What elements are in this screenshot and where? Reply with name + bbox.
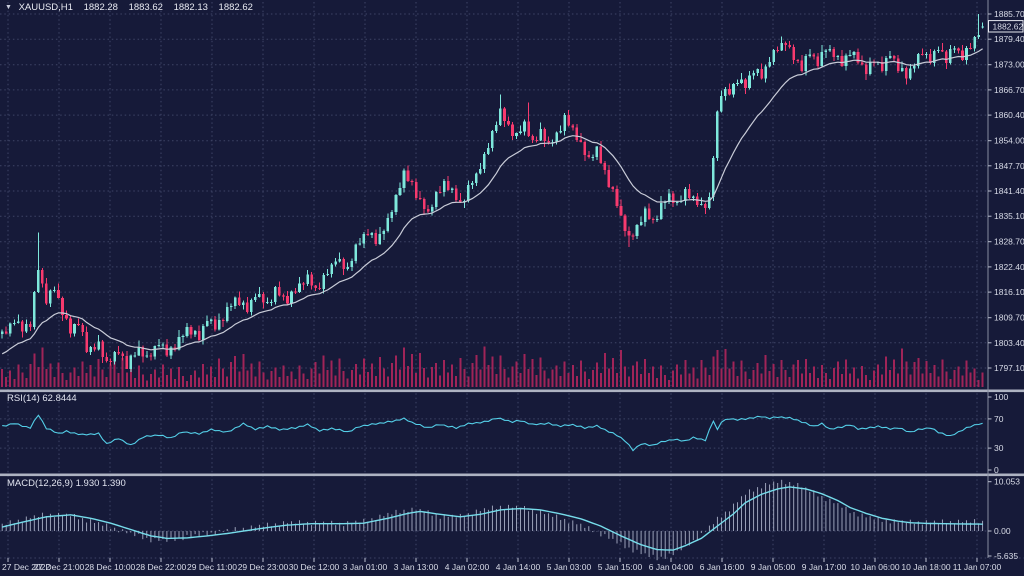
price-axis-label: 1809.70: [994, 313, 1024, 323]
price-axis-label: 1879.40: [994, 34, 1024, 44]
time-axis-label: 9 Jan 05:00: [751, 562, 796, 572]
symbol-dropdown-icon[interactable]: ▼: [5, 4, 12, 11]
macd-axis-label: 10.053: [994, 477, 1020, 487]
price-axis-label: 1841.40: [994, 186, 1024, 196]
panel-separators[interactable]: [0, 389, 1024, 477]
rsi-indicator-label: RSI(14) 62.8444: [7, 393, 77, 404]
candles-bullish: [0, 14, 984, 372]
time-axis-label: 30 Dec 12:00: [289, 562, 340, 572]
macd-axis-label: -5.635: [994, 551, 1018, 561]
price-axis-label: 1816.10: [994, 287, 1024, 297]
macd-indicator-label: MACD(12,26,9) 1.930 1.390: [7, 478, 126, 489]
time-axis-label: 10 Jan 18:00: [901, 562, 950, 572]
price-axis-label: 1885.70: [994, 9, 1024, 19]
time-axis-label: 3 Jan 01:00: [343, 562, 388, 572]
price-axis-label: 1828.70: [994, 237, 1024, 247]
time-axis-label: 28 Dec 22:00: [136, 562, 187, 572]
ohlc-close-value: 1882.62: [218, 2, 253, 13]
rsi-axis-label: 70: [994, 414, 1004, 424]
price-axis-label: 1803.40: [994, 338, 1024, 348]
price-axis-label: 1847.70: [994, 161, 1024, 171]
price-axis-label: 1854.00: [994, 136, 1024, 146]
rsi-axis-label: 30: [994, 443, 1004, 453]
time-axis-label: 4 Jan 14:00: [496, 562, 541, 572]
time-axis-label: 28 Dec 10:00: [85, 562, 136, 572]
price-axis-label: 1797.10: [994, 363, 1024, 373]
time-axis-label: 29 Dec 11:00: [187, 562, 237, 572]
time-axis-label: 11 Jan 07:00: [953, 562, 1002, 572]
time-axis-label: 9 Jan 17:00: [802, 562, 847, 572]
time-axis-label: 5 Jan 03:00: [547, 562, 592, 572]
macd-axis: 10.053 0.00 -5.635: [988, 477, 1020, 561]
candles-bearish: [4, 40, 972, 369]
time-axis-label: 27 Dec 21:00: [34, 562, 85, 572]
price-axis-label: 1860.40: [994, 110, 1024, 120]
time-axis-label: 3 Jan 13:00: [394, 562, 439, 572]
macd-signal-line: [2, 486, 983, 551]
macd-histogram: [1, 479, 984, 561]
price-axis: 1885.70 1879.40 1873.00 1866.70 1860.40 1854.…: [988, 9, 1024, 373]
ohlc-low-value: 1882.13: [173, 2, 208, 13]
rsi-axis-label: 0: [994, 465, 999, 475]
time-axis-label: 4 Jan 02:00: [445, 562, 490, 572]
ohlc-high-value: 1883.62: [128, 2, 163, 13]
ohlc-open-value: 1882.28: [83, 2, 118, 13]
time-axis-label: 6 Jan 16:00: [700, 562, 745, 572]
price-axis-label: 1866.70: [994, 85, 1024, 95]
volume-series: [1, 346, 984, 387]
price-axis-label: 1822.40: [994, 262, 1024, 272]
time-axis-label: 10 Jan 06:00: [850, 562, 899, 572]
rsi-axis-label: 100: [994, 392, 1008, 402]
current-price-box: 1882.62: [988, 20, 1024, 33]
price-axis-label: 1873.00: [994, 60, 1024, 70]
macd-axis-label: 0.00: [994, 526, 1011, 536]
horizontal-gridlines: [0, 13, 1024, 559]
time-axis-label: 6 Jan 04:00: [649, 562, 694, 572]
rsi-axis: 100 70 30 0: [988, 392, 1008, 475]
moving-average-line: [1, 48, 983, 355]
current-price-label: 1882.62: [993, 21, 1024, 31]
time-axis-label: 29 Dec 23:00: [238, 562, 289, 572]
symbol-timeframe-label: XAUUSD,H1: [18, 2, 73, 13]
chart-header: ▼ XAUUSD,H1 1882.28 1883.62 1882.13 1882…: [5, 2, 253, 13]
time-axis-label: 5 Jan 15:00: [598, 562, 643, 572]
time-axis-label: 27 Dec 2022: [2, 562, 50, 572]
price-axis-label: 1835.10: [994, 211, 1024, 221]
rsi-line: [2, 414, 983, 452]
